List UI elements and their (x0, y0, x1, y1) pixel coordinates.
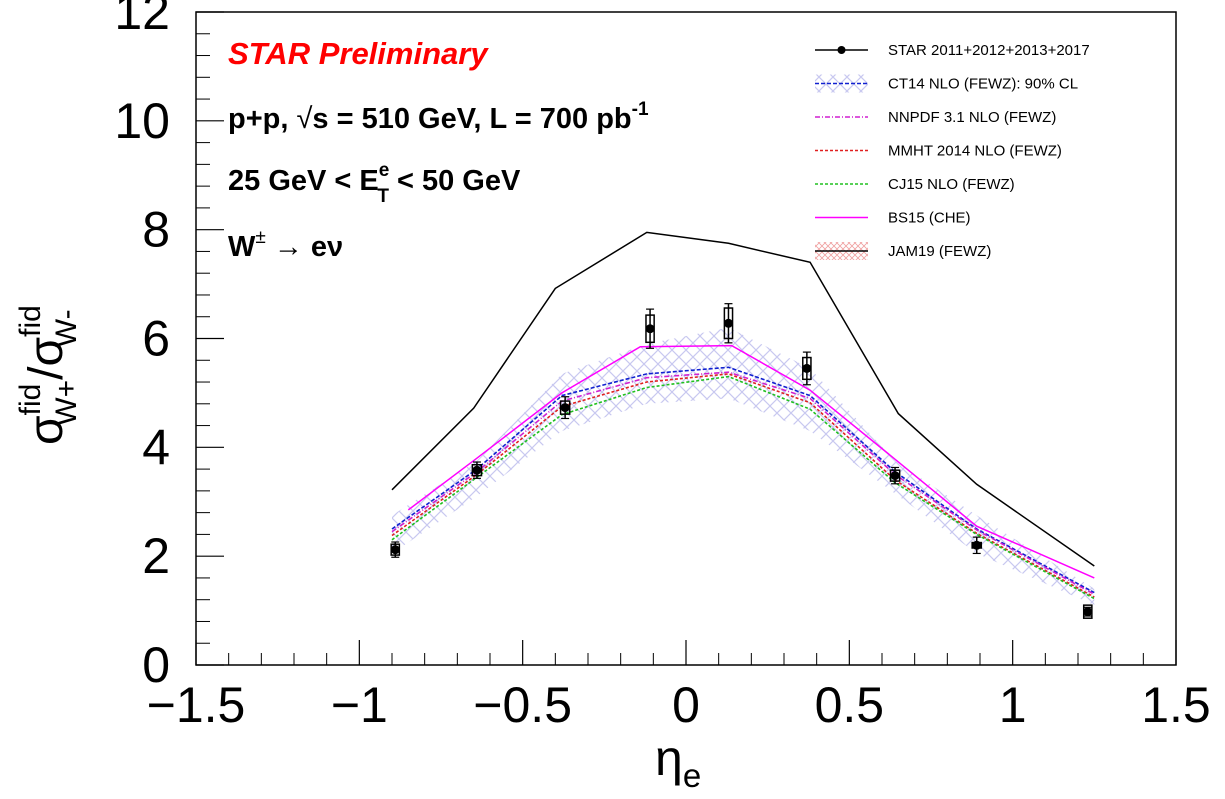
y-label-sigma1: σ (20, 415, 73, 445)
data-point-5 (802, 363, 812, 373)
annotation-collision-sup: -1 (632, 99, 649, 120)
data-point-0 (390, 545, 400, 555)
legend-label-6: JAM19 (FEWZ) (888, 243, 991, 260)
uncertainty-band-layer (392, 327, 1095, 606)
data-point-3 (645, 324, 655, 334)
series-line-4 (407, 344, 1095, 579)
annotation-collision: p+p, √s = 510 GeV, L = 700 pb-1 (228, 99, 649, 135)
series-line-2 (391, 373, 1095, 598)
y-label-sub1: W+ (50, 380, 83, 426)
x-tick-label-1: −1 (331, 677, 388, 733)
y-label-sub2: W- (50, 309, 83, 347)
x-tick-label-3: 0 (672, 677, 700, 733)
y-tick-label-2: 4 (142, 419, 170, 475)
annotation-energy-sub: T (377, 186, 389, 207)
annotation-collision-a: p+p, (228, 103, 296, 135)
x-tick-label-2: −0.5 (473, 677, 572, 733)
data-point-7 (972, 540, 982, 550)
series-line-5 (391, 231, 1095, 567)
series-line-3 (391, 375, 1095, 600)
x-axis-label: ηe (655, 730, 701, 794)
annotation-process-b: → eν (266, 231, 343, 263)
theory-curves-layer (391, 231, 1095, 600)
annotation-process: W± → eν (228, 227, 343, 263)
data-point-1 (472, 465, 482, 475)
star-data-layer (390, 303, 1093, 619)
y-tick-label-4: 8 (142, 202, 170, 258)
y-tick-label-3: 6 (142, 311, 170, 367)
axis-tick-labels-layer: −1.5 −1 −0.5 0 0.5 1 1.5 0 2 4 6 8 10 12 (114, 0, 1210, 733)
annotation-energy-a: 25 GeV < E (228, 165, 379, 197)
x-tick-label-5: 1 (999, 677, 1027, 733)
series-line-1 (391, 371, 1095, 596)
y-tick-label-1: 2 (142, 528, 170, 584)
y-label-sigma2: σ (20, 337, 73, 367)
annotation-process-a: W (228, 231, 256, 263)
y-tick-label-5: 10 (114, 93, 170, 149)
sqrt-symbol: √ (296, 103, 312, 135)
chart-title: STAR Preliminary (228, 36, 489, 71)
y-tick-label-0: 0 (142, 637, 170, 693)
data-point-6 (890, 471, 900, 481)
annotation-energy-b: < 50 GeV (389, 165, 521, 197)
legend: STAR 2011+2012+2013+2017 CT14 NLO (FEWZ):… (815, 42, 1090, 260)
legend-label-1: CT14 NLO (FEWZ): 90% CL (888, 76, 1078, 93)
y-tick-label-6: 12 (114, 0, 170, 40)
data-point-2 (560, 403, 570, 413)
legend-label-3: MMHT 2014 NLO (FEWZ) (888, 143, 1062, 160)
x-tick-label-0: −1.5 (147, 677, 246, 733)
y-axis-label: σfid W+/σfid W- (14, 305, 83, 445)
x-tick-label-6: 1.5 (1141, 677, 1211, 733)
axis-ticks-layer (195, 11, 1177, 666)
y-label-sup2: fid (14, 305, 47, 337)
legend-label-5: BS15 (CHE) (888, 210, 971, 227)
x-tick-label-4: 0.5 (815, 677, 885, 733)
x-axis-label-sub: e (683, 757, 701, 794)
legend-label-2: NNPDF 3.1 NLO (FEWZ) (888, 109, 1056, 126)
annotation-energy-cut: 25 GeV < Ee T < 50 GeV (228, 160, 521, 207)
legend-label-4: CJ15 NLO (FEWZ) (888, 176, 1015, 193)
y-label-slash: / (20, 366, 73, 380)
annotation-collision-b: s = 510 GeV, L = 700 pb (312, 103, 631, 135)
legend-swatch-marker-0 (837, 46, 846, 54)
data-point-4 (723, 318, 733, 328)
x-axis-label-main: η (655, 730, 683, 786)
legend-label-0: STAR 2011+2012+2013+2017 (888, 42, 1090, 59)
y-label-sup1: fid (14, 384, 47, 416)
series-line-0 (391, 366, 1095, 594)
annotation-energy-sup: e (379, 160, 390, 181)
data-point-8 (1083, 607, 1093, 617)
ct14-uncertainty-band (392, 327, 1095, 606)
annotation-process-sup: ± (255, 227, 265, 248)
